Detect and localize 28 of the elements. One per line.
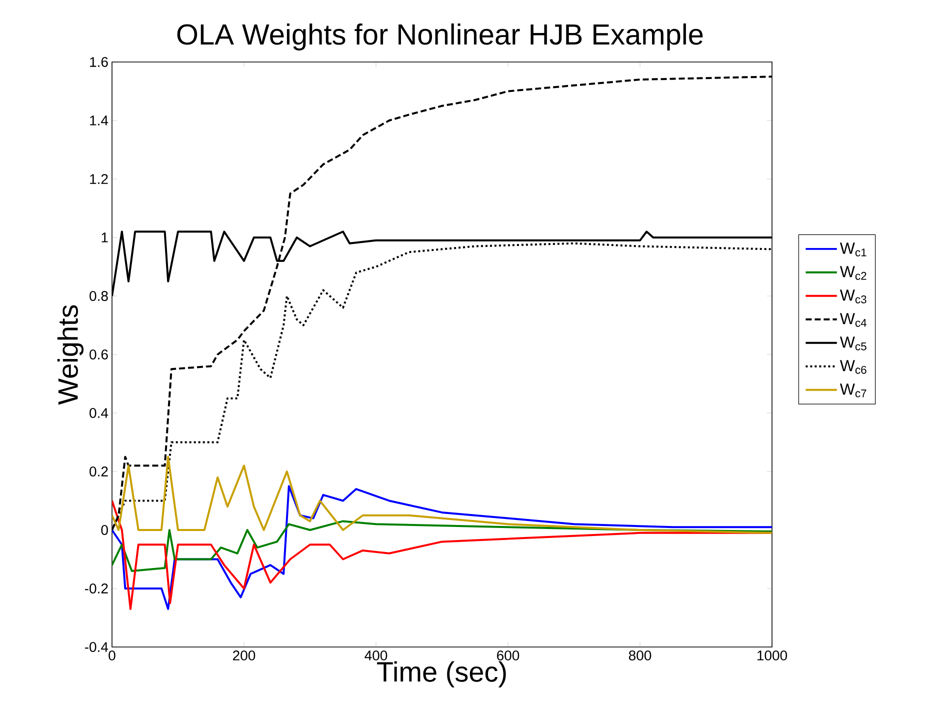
y-tick-label: 0.8 (90, 291, 108, 301)
x-tick-label: 0 (108, 650, 116, 660)
y-tick-label: -0.2 (84, 584, 108, 594)
y-axis-title: Weights (57, 305, 84, 405)
y-tick-label: 0.4 (90, 408, 108, 418)
y-tick-label: 1.6 (90, 57, 108, 67)
y-tick-label: 1.2 (90, 174, 108, 184)
legend-label: W$_{c5}$ (840, 336, 866, 350)
y-tick-label: 1.4 (90, 116, 108, 126)
legend-label: W$_{c3}$ (840, 290, 866, 304)
line-series (112, 520, 772, 572)
x-tick-label: 400 (364, 650, 388, 660)
x-tick-label: 600 (497, 650, 520, 660)
y-tick-label: 0.6 (90, 350, 108, 360)
legend-label: W$_{c6}$ (840, 360, 866, 374)
x-tick-label: 800 (628, 650, 652, 660)
y-tick-label: 1 (102, 232, 108, 242)
legend-label: W$_{c7}$ (840, 384, 866, 398)
y-tick-label: -0.4 (84, 642, 108, 652)
legend-label: W$_{c2}$ (840, 266, 866, 280)
legend-label: W$_{c1}$ (840, 242, 866, 256)
x-tick-label: 200 (233, 650, 256, 660)
chart-title: OLA Weights for Nonlinear HJB Example (177, 23, 703, 50)
x-axis-title: Time (sec) (377, 661, 506, 688)
x-tick-label: 1000 (757, 650, 788, 660)
legend-label: W$_{c4}$ (840, 313, 866, 327)
y-tick-label: 0 (101, 525, 108, 535)
y-tick-label: 0.2 (90, 466, 108, 476)
